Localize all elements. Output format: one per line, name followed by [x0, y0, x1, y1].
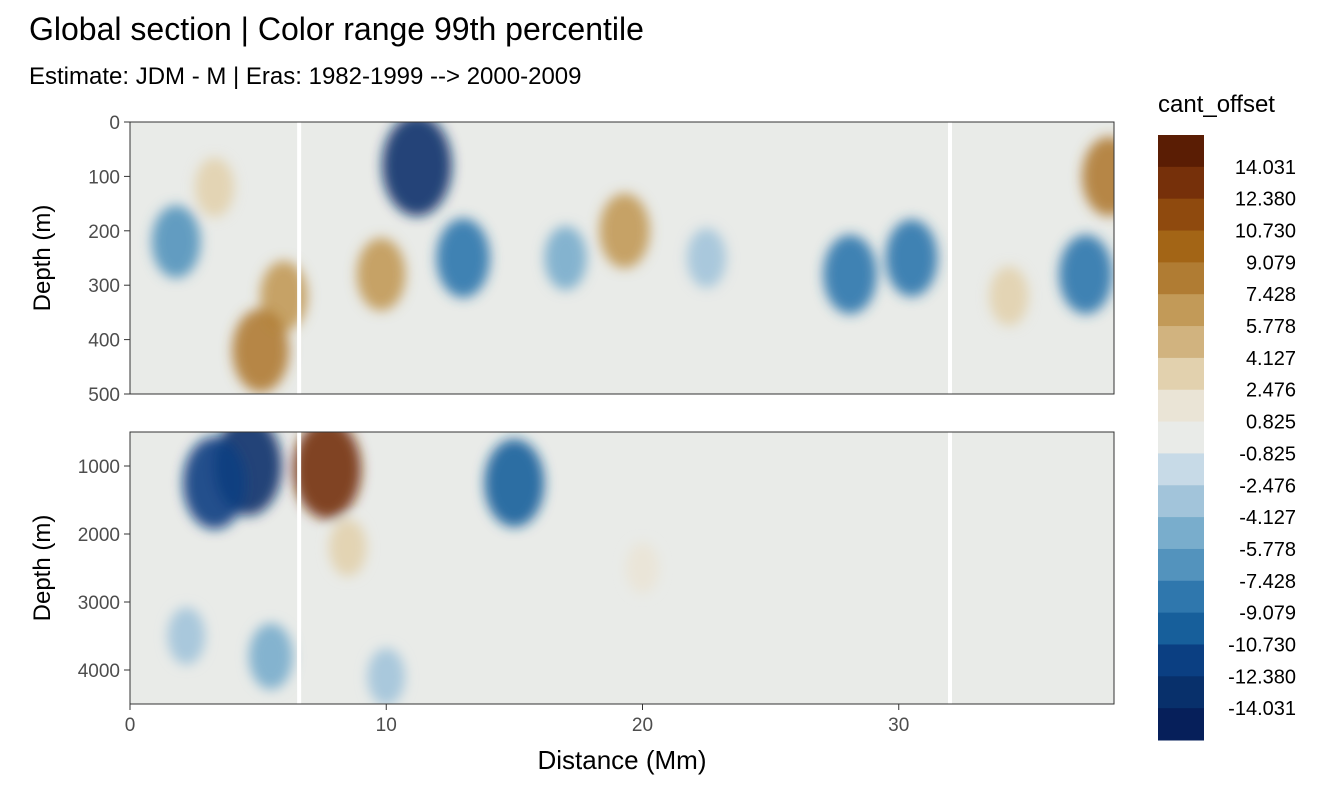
anomaly-top-1: [194, 157, 235, 217]
anomaly-bottom-2: [293, 432, 362, 519]
legend-title: cant_offset: [1158, 91, 1275, 118]
legend-label: -7.428: [1239, 571, 1296, 593]
y-tick-label: 300: [88, 276, 120, 297]
legend-swatch-7: [1158, 357, 1204, 391]
anomaly-top-0: [151, 205, 201, 278]
panel-top-gaps: [297, 122, 952, 394]
anomaly-bottom-1: [182, 436, 247, 530]
panel-bottom-anomaly-layer: [167, 432, 659, 704]
panel-top-y-label: Depth (m): [29, 205, 56, 312]
y-tick-label: 3000: [78, 593, 120, 614]
anomaly-bottom-6: [367, 648, 406, 704]
y-tick-label: 4000: [78, 661, 120, 682]
legend-swatch-12: [1158, 517, 1204, 550]
legend-swatch-16: [1158, 644, 1204, 677]
anomaly-bottom-7: [626, 542, 659, 594]
legend-label: 14.031: [1235, 157, 1296, 179]
legend-label: -4.127: [1239, 507, 1296, 529]
legend-swatch-9: [1158, 421, 1204, 454]
anomaly-bottom-3: [484, 439, 545, 527]
legend-swatch-0: [1158, 135, 1204, 168]
legend-swatch-4: [1158, 262, 1204, 295]
chart-subtitle: Estimate: JDM - M | Eras: 1982-1999 --> …: [29, 63, 581, 90]
legend-swatch-3: [1158, 230, 1204, 263]
x-axis: 0 10 20 30: [125, 704, 909, 736]
chart-title: Global section | Color range 99th percen…: [29, 11, 644, 47]
legend-swatch-10: [1158, 453, 1204, 486]
data-gap-bottom-1: [948, 432, 952, 704]
legend-swatch-2: [1158, 198, 1204, 232]
legend-label: 9.079: [1246, 252, 1296, 274]
legend-swatch-11: [1158, 485, 1204, 518]
panel-bottom-gaps: [297, 432, 952, 704]
anomaly-top-5: [436, 218, 490, 298]
legend-colorbar: [1158, 135, 1204, 741]
panel-top-y-axis: 0 100 200 300 400 500: [88, 113, 130, 406]
legend-swatch-5: [1158, 294, 1204, 327]
legend-label: -14.031: [1228, 698, 1296, 720]
legend-label: -5.778: [1239, 539, 1296, 561]
anomaly-top-3: [356, 238, 406, 311]
anomaly-top-14: [989, 266, 1029, 326]
data-gap-bottom-0: [297, 432, 302, 704]
legend-labels: 14.031 12.380 10.730 9.079 7.428 5.778 4.127 2.…: [1228, 157, 1296, 720]
panel-bottom: 1000 2000 3000 4000 Depth (m): [29, 431, 1115, 705]
anomaly-top-13: [232, 308, 290, 393]
legend-label: -10.730: [1228, 634, 1296, 656]
panel-top-frame: [129, 121, 1115, 395]
anomaly-top-7: [544, 226, 587, 290]
anomaly-bottom-8: [167, 607, 206, 665]
legend-label: -0.825: [1239, 443, 1296, 465]
legend-label: 7.428: [1246, 284, 1296, 306]
x-axis-label: Distance (Mm): [537, 745, 706, 775]
y-tick-label: 400: [88, 331, 120, 352]
y-tick-label: 0: [109, 113, 120, 134]
legend-label: -9.079: [1239, 603, 1296, 625]
legend-label: 4.127: [1246, 348, 1296, 370]
anomaly-top-11: [1059, 234, 1113, 314]
anomaly-top-4: [382, 122, 452, 217]
legend-swatch-13: [1158, 548, 1204, 582]
legend-label: -12.380: [1228, 666, 1296, 688]
panel-bottom-y-label: Depth (m): [29, 515, 56, 622]
y-tick-label: 100: [88, 167, 120, 188]
legend: cant_offset 14.031 12.380 10.730 9.079 7.428…: [1158, 91, 1296, 741]
y-tick-label: 1000: [78, 457, 120, 478]
legend-label: 5.778: [1246, 316, 1296, 338]
anomaly-top-12: [1082, 136, 1114, 216]
legend-swatch-18: [1158, 708, 1204, 741]
x-tick-label: 30: [888, 715, 909, 736]
anomaly-top-8: [686, 228, 727, 288]
panel-bottom-frame: [129, 431, 1115, 705]
legend-swatch-17: [1158, 676, 1204, 709]
legend-label: -2.476: [1239, 475, 1296, 497]
y-tick-label: 200: [88, 222, 120, 243]
legend-label: 2.476: [1246, 380, 1296, 402]
anomaly-bottom-5: [248, 623, 293, 690]
y-tick-label: 2000: [78, 525, 120, 546]
anomaly-top-9: [823, 234, 877, 314]
anomaly-top-10: [885, 219, 938, 297]
anomaly-bottom-4: [329, 519, 367, 577]
legend-label: 0.825: [1246, 412, 1296, 434]
panel-bottom-y-axis: 1000 2000 3000 4000: [78, 457, 130, 682]
legend-swatch-15: [1158, 612, 1204, 645]
data-gap-top-1: [948, 122, 952, 394]
legend-swatch-14: [1158, 580, 1204, 614]
x-tick-label: 0: [125, 715, 136, 736]
legend-swatch-6: [1158, 326, 1204, 359]
anomaly-top-6: [599, 193, 650, 269]
legend-label: 10.730: [1235, 221, 1296, 243]
legend-swatch-1: [1158, 166, 1204, 200]
x-tick-label: 10: [376, 715, 397, 736]
y-tick-label: 500: [88, 385, 120, 406]
data-gap-top-0: [297, 122, 302, 394]
x-tick-label: 20: [632, 715, 653, 736]
panel-top-anomaly-layer: [151, 122, 1114, 393]
legend-swatch-8: [1158, 389, 1204, 423]
legend-label: 12.380: [1235, 189, 1296, 211]
panel-top: 0 100 200 300 400 500 Depth (m): [29, 113, 1115, 406]
